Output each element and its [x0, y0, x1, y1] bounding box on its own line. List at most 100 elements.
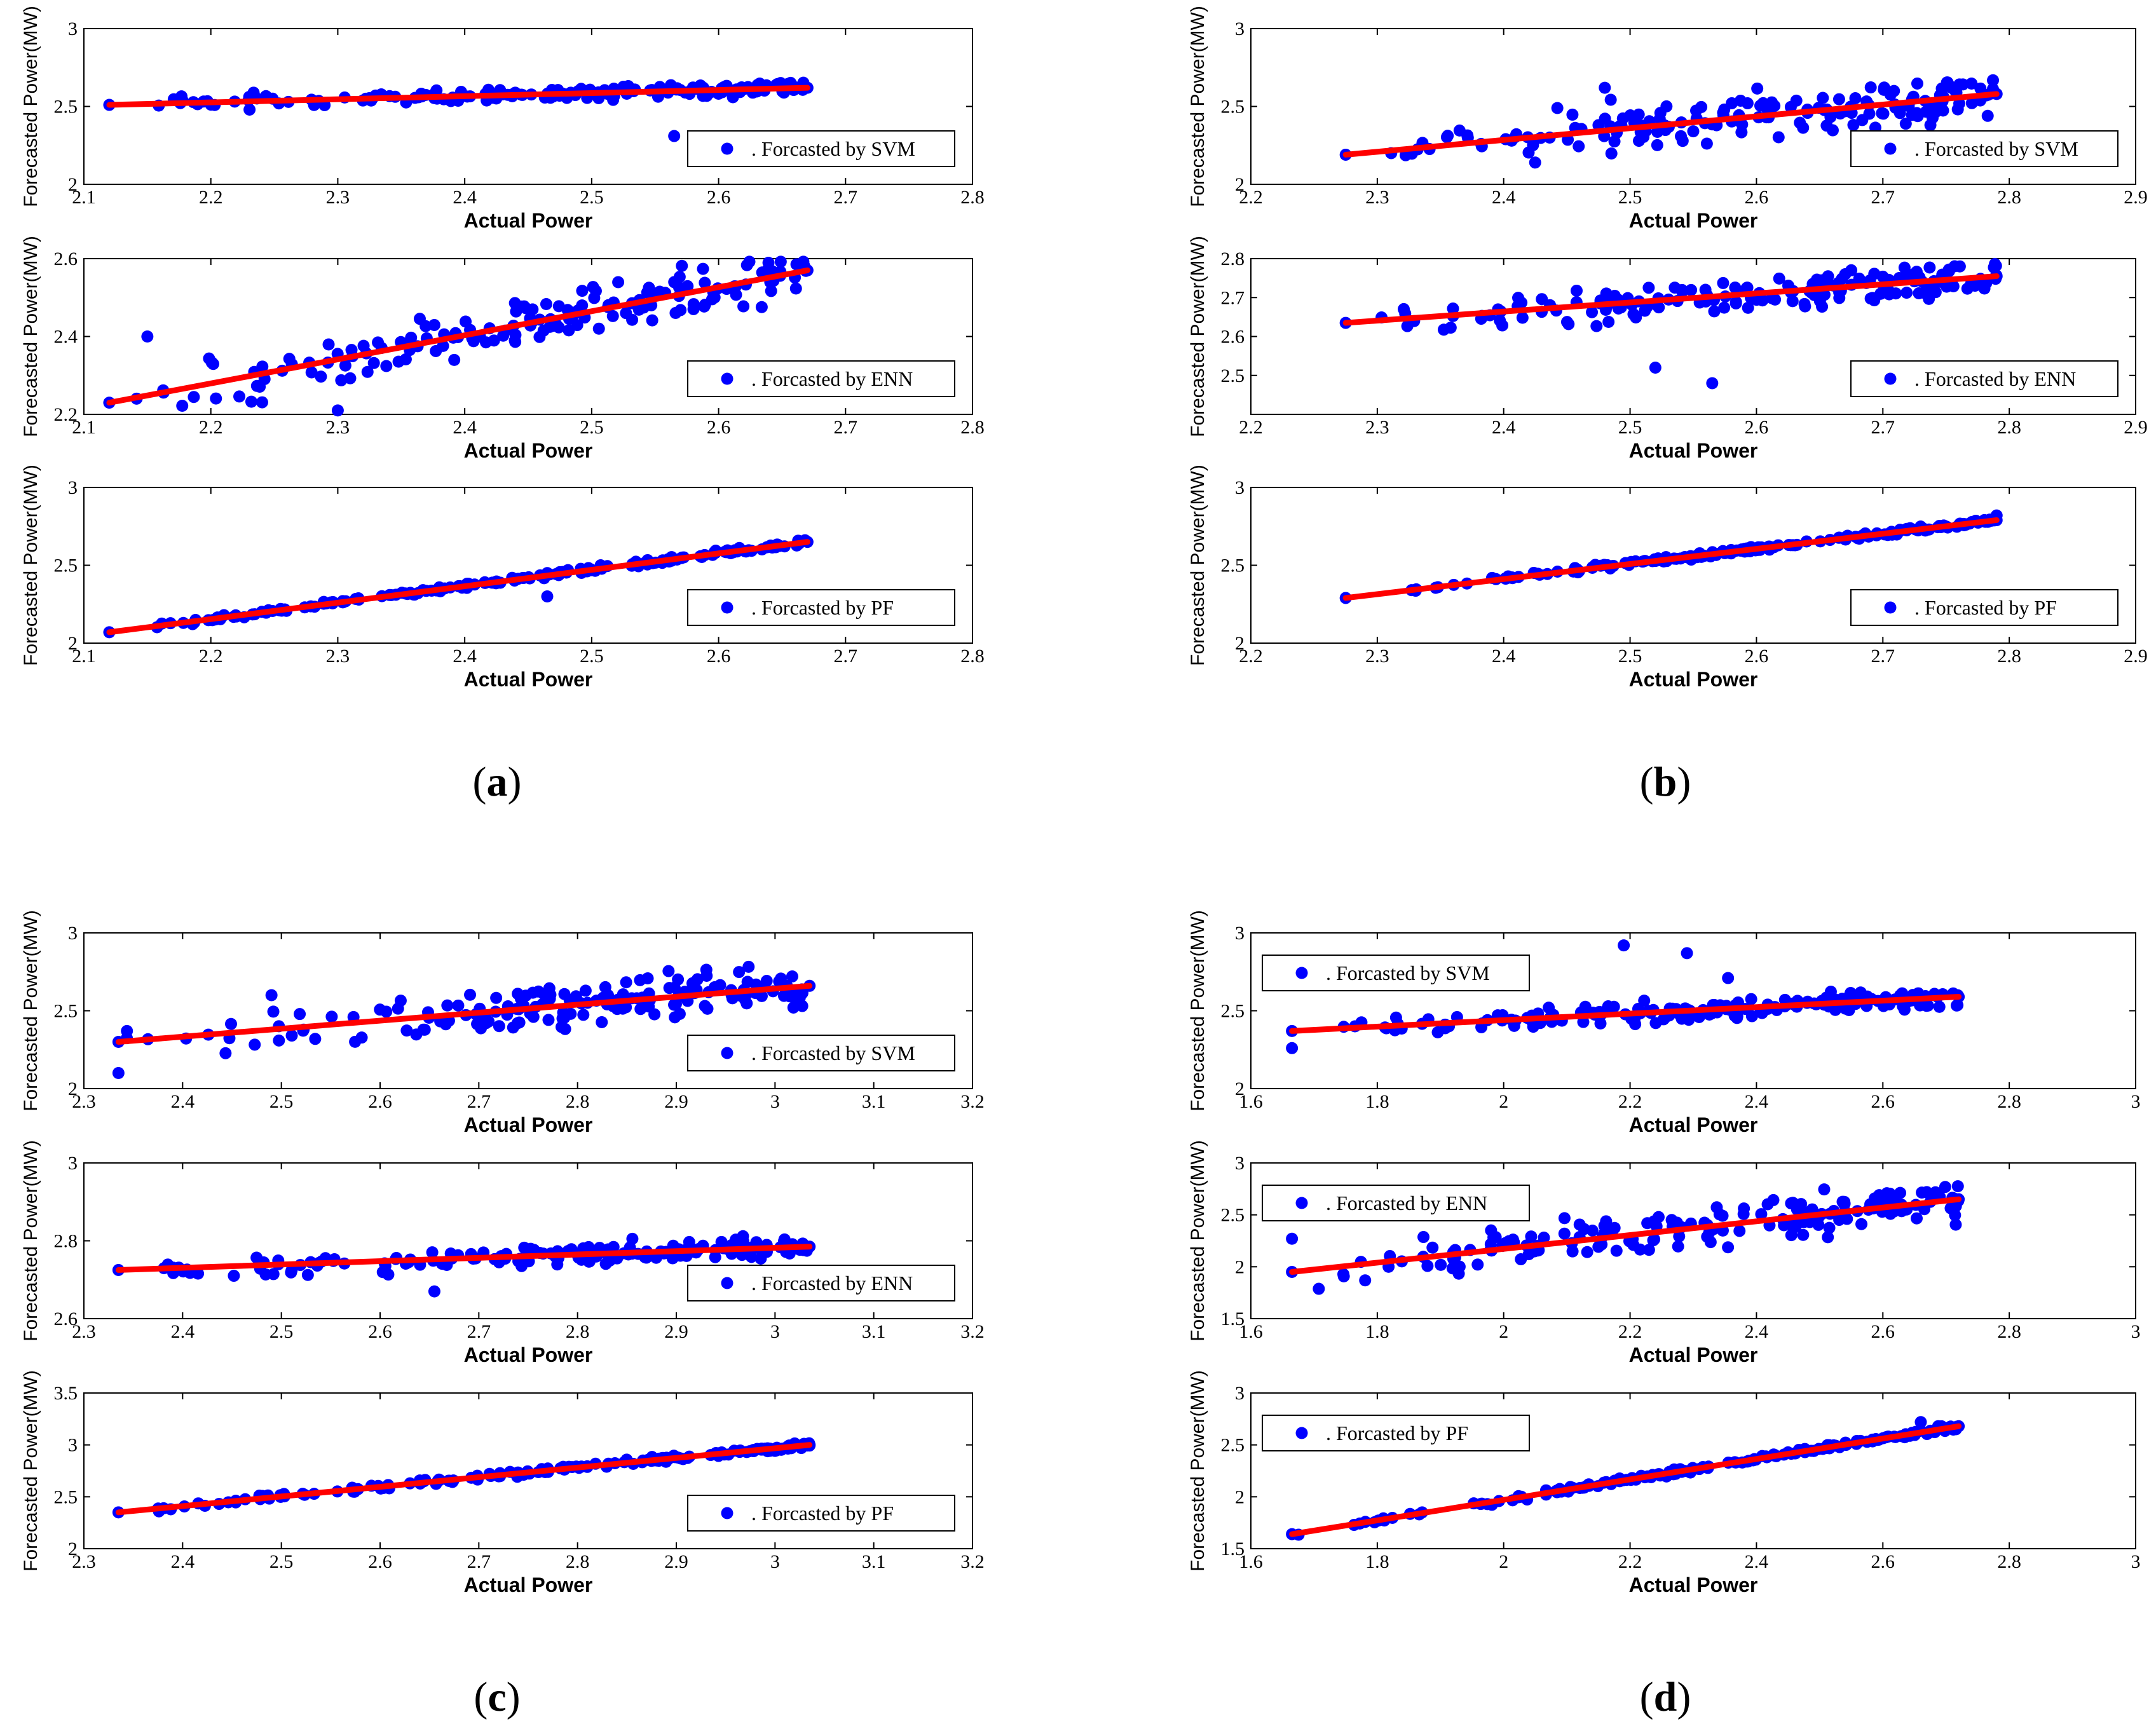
x-tick-label: 2.9	[2124, 417, 2148, 438]
y-axis-label: Forecasted Power(MW)	[20, 465, 41, 666]
fit-line	[1289, 1196, 1962, 1275]
data-point	[1818, 289, 1831, 301]
data-point	[1590, 320, 1603, 332]
y-tick-label: 1.5	[1221, 1539, 1245, 1560]
data-point	[1685, 283, 1698, 296]
x-tick-label: 2.4	[171, 1321, 195, 1342]
data-point	[1961, 282, 1974, 295]
panel-d: 1.6 1.8 2 2.2 2.4 2.6 2.8 3 2 2.5 3 Actual Power For…	[1187, 910, 2141, 1720]
data-point	[1604, 93, 1617, 106]
data-point	[620, 1001, 632, 1014]
y-tick-label: 3	[1235, 923, 1245, 944]
y-axis-label: Forecasted Power(MW)	[1187, 1370, 1208, 1572]
data-point	[1672, 1240, 1684, 1253]
data-point	[1923, 261, 1936, 274]
legend-marker	[721, 1277, 733, 1289]
data-point	[648, 1008, 661, 1021]
subplot-b3: 2.2 2.3 2.4 2.5 2.6 2.7 2.8 2.9 2 2.5 3 Actual Powe…	[1187, 465, 2148, 691]
data-point	[687, 302, 700, 315]
data-point	[1639, 304, 1651, 317]
legend-marker	[721, 601, 733, 614]
y-tick-label: 2.5	[1221, 97, 1245, 118]
data-point	[267, 1268, 280, 1281]
x-tick-label: 2.4	[1492, 187, 1516, 208]
y-tick-label: 3.5	[54, 1383, 78, 1404]
data-point	[452, 999, 465, 1012]
data-point	[786, 970, 798, 983]
x-axis-label: Actual Power	[464, 439, 593, 462]
data-point	[345, 344, 358, 357]
data-point	[527, 1010, 540, 1023]
x-tick-label: 2.8	[566, 1091, 590, 1112]
data-point	[1647, 1234, 1660, 1247]
data-point	[394, 995, 407, 1007]
y-tick-label: 2	[68, 633, 78, 654]
data-point	[1773, 272, 1785, 285]
x-tick-label: 2	[1499, 1091, 1508, 1112]
data-point	[1941, 76, 1953, 89]
data-point	[1452, 1267, 1465, 1280]
legend: . Forcasted by ENN	[1850, 360, 2118, 397]
data-point	[1877, 107, 1890, 120]
legend: . Forcasted by SVM	[687, 1035, 955, 1071]
subplot-a3: 2.1 2.2 2.3 2.4 2.5 2.6 2.7 2.8 2 2.5 3 Actual Powe…	[20, 465, 985, 691]
x-tick-label: 3.2	[960, 1091, 985, 1112]
x-tick-label: 3	[770, 1091, 780, 1112]
data-point	[322, 338, 335, 351]
subplot-c3: 2.3 2.4 2.5 2.6 2.7 2.8 2.9 3 3.1 3.2 2 2.5 3 3.5 Actu…	[20, 1370, 985, 1596]
data-point	[428, 1285, 440, 1298]
data-point	[1676, 135, 1689, 147]
data-point	[1864, 81, 1877, 93]
x-tick-label: 2.2	[1618, 1321, 1642, 1342]
data-point	[1602, 315, 1615, 328]
data-point	[1417, 1231, 1430, 1244]
y-tick-label: 3	[68, 923, 78, 944]
data-point	[1734, 94, 1747, 107]
data-point	[1599, 112, 1611, 125]
fit-line	[1289, 1423, 1962, 1537]
y-tick-label: 2	[1235, 1078, 1245, 1099]
data-point	[1359, 1274, 1372, 1287]
data-point	[743, 255, 756, 268]
data-point	[1844, 988, 1857, 1001]
legend: . Forcasted by SVM	[1850, 130, 2118, 167]
legend: . Forcasted by PF	[687, 1495, 955, 1532]
data-point	[760, 975, 773, 988]
data-point	[1981, 109, 1994, 122]
data-point	[519, 989, 532, 1002]
data-point	[1890, 287, 1902, 300]
data-point	[1610, 1244, 1623, 1257]
data-point	[1642, 282, 1655, 294]
legend-label: . Forcasted by PF	[751, 596, 894, 619]
y-axis-label: Forecasted Power(MW)	[20, 1370, 41, 1572]
data-point	[112, 1067, 125, 1079]
data-point	[233, 390, 246, 403]
x-tick-label: 2.7	[467, 1551, 491, 1572]
x-tick-label: 2.4	[453, 187, 477, 208]
data-point	[543, 982, 556, 995]
x-tick-label: 2.4	[1492, 417, 1516, 438]
data-point	[464, 988, 477, 1001]
y-axis-label: Forecasted Power(MW)	[1187, 1140, 1208, 1342]
x-tick-label: 3	[2131, 1091, 2141, 1112]
x-tick-label: 3.1	[862, 1551, 886, 1572]
data-point	[576, 285, 589, 297]
data-point	[789, 990, 802, 1003]
data-point	[1729, 282, 1742, 294]
x-tick-label: 2.9	[2124, 187, 2148, 208]
data-point	[1592, 1240, 1605, 1253]
data-point	[256, 396, 268, 409]
data-point	[1581, 1246, 1593, 1258]
legend-marker	[721, 142, 733, 155]
x-tick-label: 2.4	[171, 1551, 195, 1572]
data-point	[588, 292, 601, 304]
data-point	[1824, 985, 1837, 998]
legend-label: . Forcasted by ENN	[1326, 1192, 1487, 1214]
data-point	[1447, 302, 1459, 315]
data-point	[509, 329, 522, 341]
data-point	[596, 1016, 608, 1028]
data-point	[439, 1018, 452, 1031]
data-point	[1675, 1012, 1688, 1025]
